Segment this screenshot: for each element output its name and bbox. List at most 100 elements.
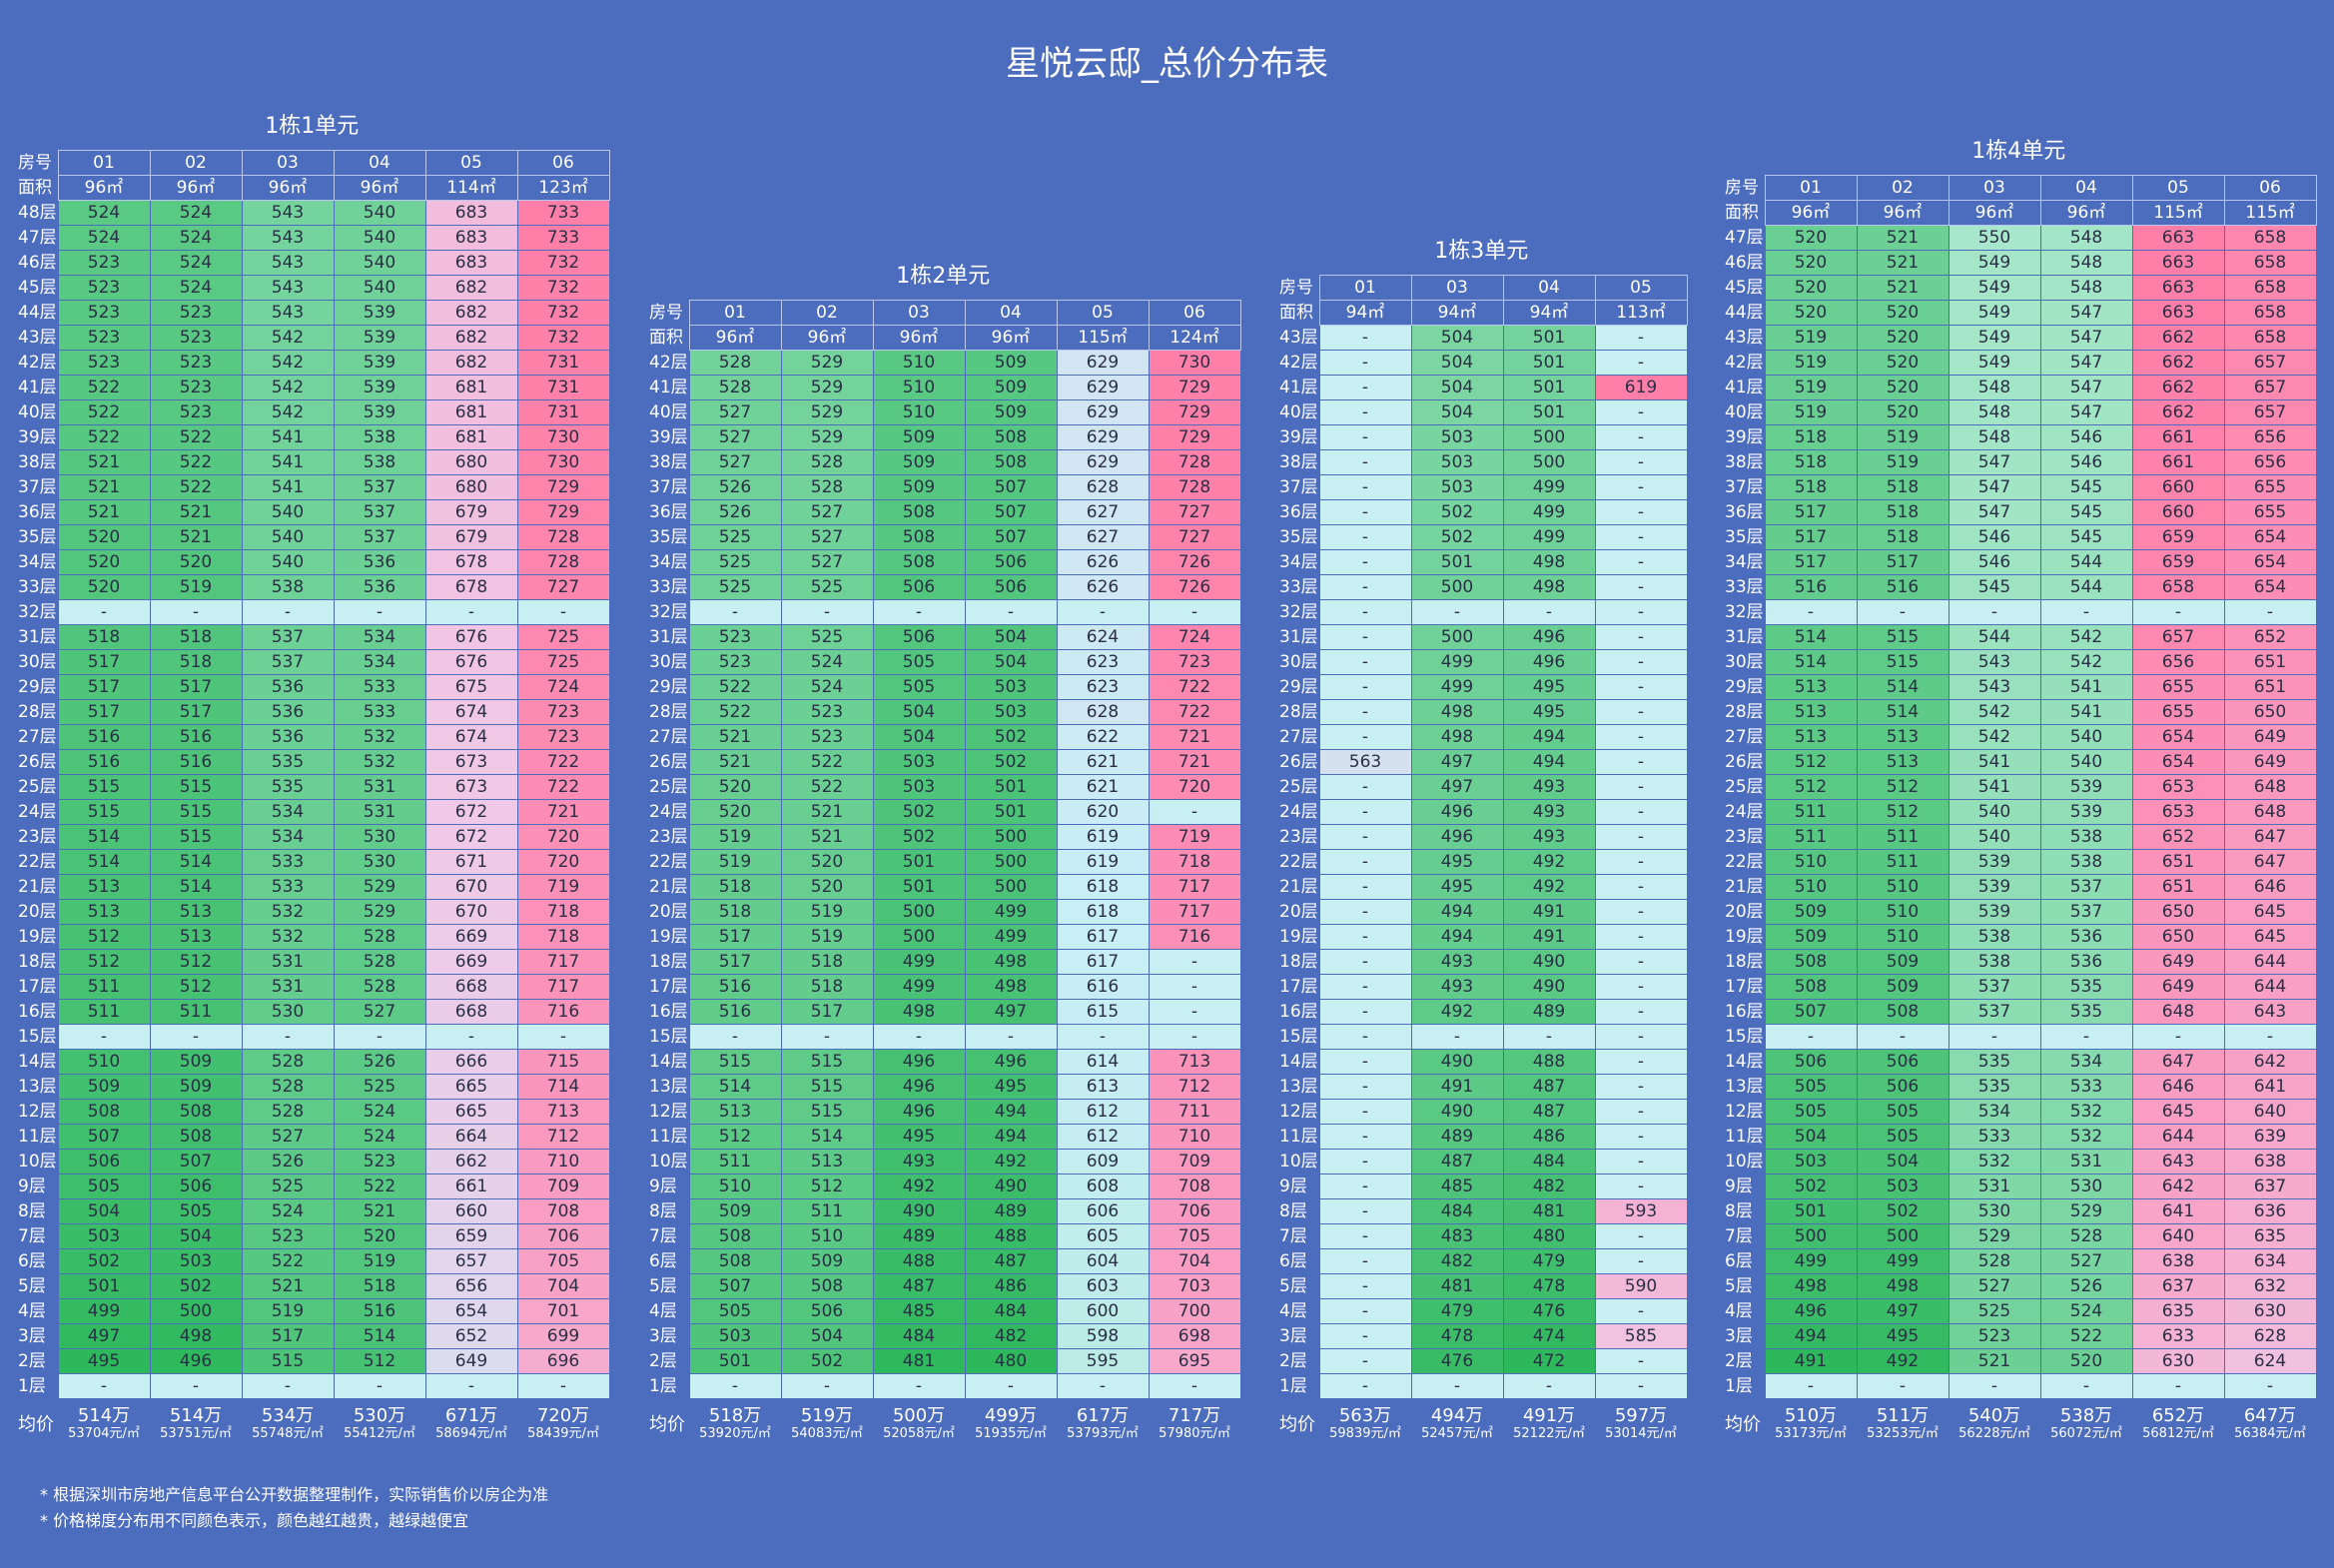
price-cell: 487 <box>1410 1149 1504 1175</box>
price-cell: 542 <box>1947 699 2041 725</box>
price-cell: 534 <box>241 824 335 850</box>
price-cell: 491 <box>1502 924 1596 950</box>
price-cell: - <box>1318 799 1412 825</box>
price-cell: 642 <box>2131 1174 2225 1199</box>
price-cell: 543 <box>241 275 335 301</box>
floor-label: 26层 <box>1279 752 1318 772</box>
area-header: 115㎡ <box>1056 325 1150 351</box>
price-cell: 507 <box>964 499 1058 525</box>
floor-label: 40层 <box>1725 402 1764 422</box>
price-cell: 496 <box>872 1074 966 1100</box>
floor-row: 40层 519 520 548 547 662 657 <box>1721 399 2317 425</box>
average-unit-price: 52058元/㎡ <box>883 1426 955 1441</box>
price-cell: 509 <box>872 424 966 450</box>
price-cell: 663 <box>2131 225 2225 251</box>
price-cell: 506 <box>872 624 966 650</box>
price-cell: 563 <box>1318 749 1412 775</box>
price-cell: 543 <box>1947 674 2041 700</box>
price-cell: 539 <box>333 300 426 326</box>
floor-label: 11层 <box>1725 1127 1764 1147</box>
price-cell: 526 <box>688 499 782 525</box>
average-total-price: 671万 <box>444 1405 498 1426</box>
price-cell: 514 <box>1764 624 1858 650</box>
floor-row: 12层 -490 487- <box>1275 1099 1688 1125</box>
price-cell: 496 <box>1410 824 1504 850</box>
price-cell: 635 <box>2223 1223 2317 1249</box>
row-label-room: 房号 <box>1725 178 1759 198</box>
floor-label: 24层 <box>649 802 688 822</box>
price-cell: - <box>241 1024 335 1050</box>
price-cell: 503 <box>964 674 1058 700</box>
price-cell: 658 <box>2223 325 2317 351</box>
price-cell: - <box>2223 1024 2317 1050</box>
price-cell: 521 <box>780 824 874 850</box>
price-cell: 508 <box>688 1248 782 1274</box>
price-cell: 484 <box>1410 1198 1504 1224</box>
price-cell: 498 <box>1502 574 1596 600</box>
price-cell: 502 <box>964 749 1058 775</box>
price-cell: 520 <box>1856 350 1949 376</box>
price-cell: 517 <box>57 649 151 675</box>
floor-label: 33层 <box>1725 577 1764 597</box>
price-cell: - <box>872 1373 966 1399</box>
price-cell: 510 <box>872 399 966 425</box>
price-cell: - <box>1318 1248 1412 1274</box>
price-cell: 514 <box>333 1323 426 1349</box>
room-number-header: 01 <box>57 150 151 176</box>
price-cell: 499 <box>1764 1248 1858 1274</box>
price-cell: 619 <box>1056 824 1150 850</box>
price-cell: 512 <box>688 1124 782 1150</box>
floor-row: 29层 -499 495- <box>1275 674 1688 700</box>
price-cell: - <box>424 599 518 625</box>
floor-row: 35层 525 527 508 507 627 727 <box>645 524 1241 550</box>
price-cell: 669 <box>424 949 518 975</box>
floor-label: 31层 <box>18 627 57 647</box>
price-cell: 512 <box>1764 749 1858 775</box>
price-cell: 513 <box>780 1149 874 1175</box>
price-cell: - <box>1594 474 1688 500</box>
floor-row: 38层 518 519 547 546 661 656 <box>1721 449 2317 475</box>
floor-row: 25层 515 515 535 531 673 722 <box>14 774 610 800</box>
price-cell: 513 <box>1856 724 1949 750</box>
price-cell: 529 <box>333 899 426 925</box>
price-cell: 515 <box>1856 624 1949 650</box>
price-cell: 533 <box>1947 1124 2041 1150</box>
price-cell: - <box>964 1024 1058 1050</box>
price-cell: 640 <box>2223 1099 2317 1125</box>
price-cell: 718 <box>516 924 610 950</box>
price-cell: 642 <box>2223 1049 2317 1075</box>
average-unit-price: 52122元/㎡ <box>1513 1426 1585 1441</box>
floor-label: 45层 <box>18 278 57 298</box>
price-cell: - <box>1318 474 1412 500</box>
floor-label: 29层 <box>649 677 688 697</box>
floor-label: 30层 <box>1725 652 1764 672</box>
price-cell: 514 <box>149 874 243 900</box>
floor-row: 33层 525 525 506 506 626 726 <box>645 574 1241 600</box>
floor-row: 39层 -503 500- <box>1275 424 1688 450</box>
floor-row: 20层 509 510 539 537 650 645 <box>1721 899 2317 925</box>
price-cell: 541 <box>241 449 335 475</box>
floor-row: 16层 516 517 498 497 615- <box>645 999 1241 1025</box>
price-cell: - <box>516 1373 610 1399</box>
price-cell: 533 <box>241 874 335 900</box>
room-number-header: 02 <box>149 150 243 176</box>
price-cell: 547 <box>1947 499 2041 525</box>
price-cell: 520 <box>57 574 151 600</box>
price-cell: 548 <box>1947 375 2041 400</box>
price-cell: - <box>516 1024 610 1050</box>
floor-row: 20层 513 513 532 529 670 718 <box>14 899 610 925</box>
floor-label: 8层 <box>18 1201 46 1221</box>
floor-label: 12层 <box>18 1102 57 1122</box>
price-cell: 662 <box>2131 325 2225 351</box>
price-cell: 506 <box>964 549 1058 575</box>
price-cell: - <box>1318 524 1412 550</box>
average-unit-price: 58439元/㎡ <box>527 1426 599 1441</box>
price-cell: 730 <box>516 424 610 450</box>
price-cell: - <box>1056 1373 1150 1399</box>
price-cell: - <box>1594 1049 1688 1075</box>
price-cell: 498 <box>964 949 1058 975</box>
floor-row: 14层 -490 488- <box>1275 1049 1688 1075</box>
price-cell: 547 <box>2039 350 2133 376</box>
price-cell: 501 <box>964 774 1058 800</box>
floor-row: 38层 527 528 509 508 629 728 <box>645 449 1241 475</box>
